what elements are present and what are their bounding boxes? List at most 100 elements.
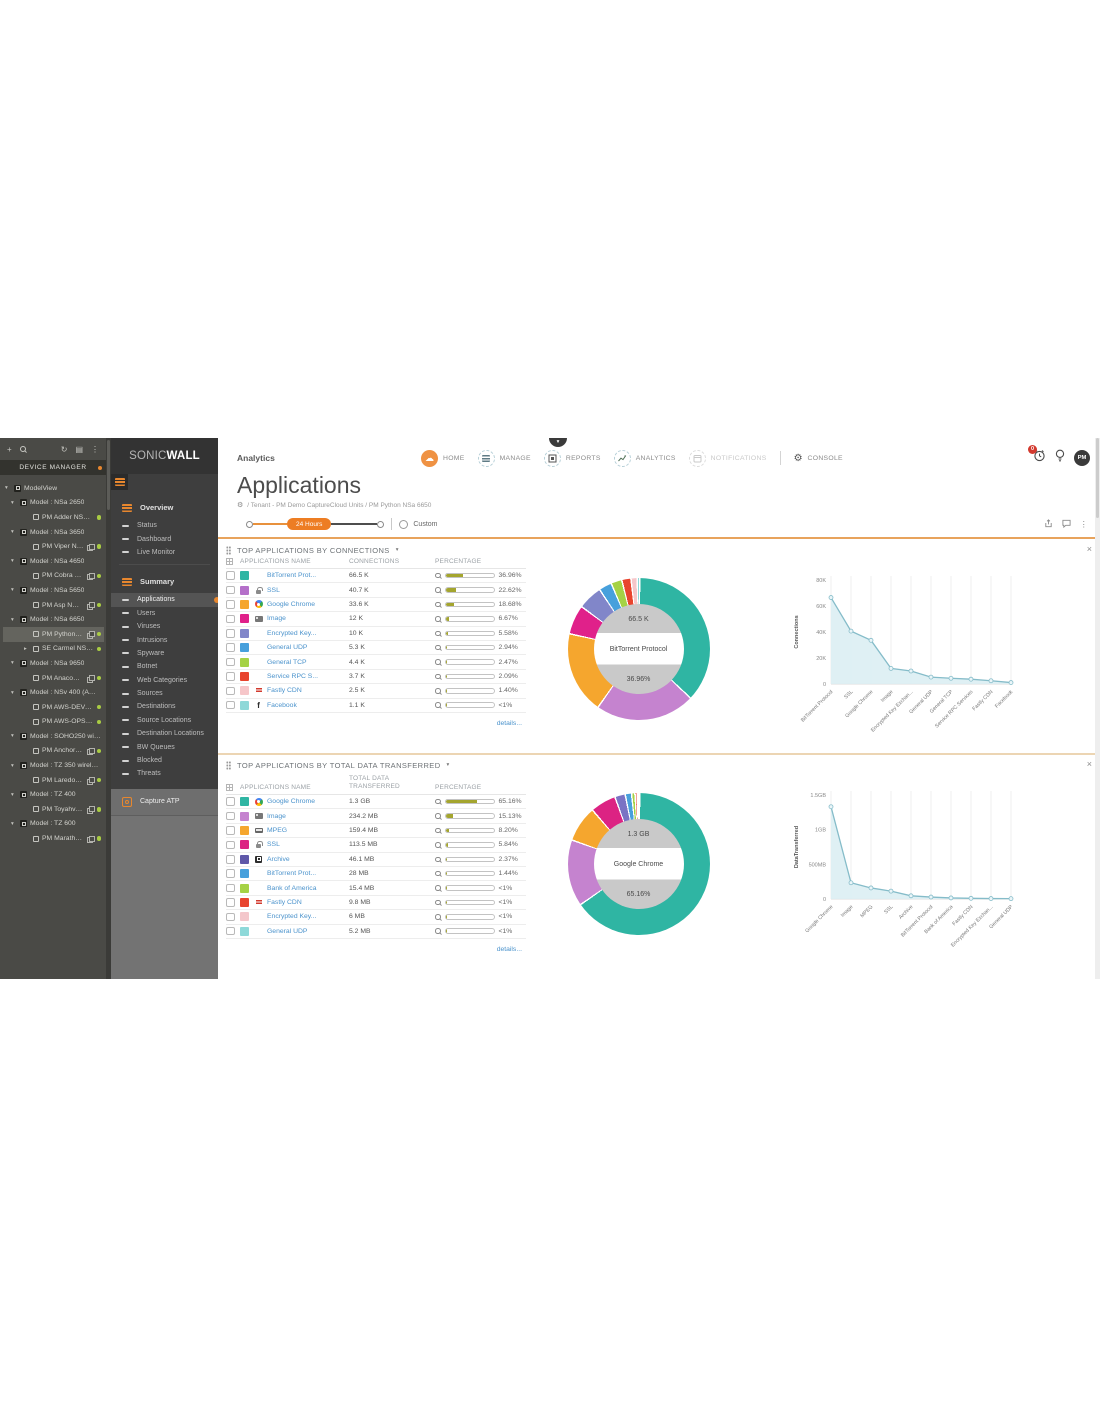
caret-icon[interactable]: ▾ bbox=[11, 762, 14, 769]
tree-model-row[interactable]: ▾ Model : NSv 400 (AWS) bbox=[3, 685, 104, 700]
drag-handle-icon[interactable] bbox=[226, 760, 231, 770]
app-name-link[interactable]: BitTorrent Prot... bbox=[267, 572, 317, 580]
magnifier-icon[interactable] bbox=[435, 616, 441, 622]
tree-device-row[interactable]: PM Anaconda ... bbox=[3, 671, 104, 686]
main-scrollbar[interactable] bbox=[1095, 438, 1100, 979]
tree-device-row[interactable]: PM Anchorage ... bbox=[3, 744, 104, 759]
row-checkbox[interactable] bbox=[226, 614, 235, 624]
app-name-link[interactable]: Bank of America bbox=[267, 884, 317, 892]
nav-item-home[interactable]: ☁ HOME bbox=[421, 449, 465, 467]
user-avatar[interactable]: PM bbox=[1074, 450, 1090, 466]
app-name-link[interactable]: Encrypted Key... bbox=[267, 913, 317, 921]
caret-icon[interactable]: ▾ bbox=[11, 499, 14, 506]
alerts-button[interactable]: 0 bbox=[1028, 445, 1046, 467]
sidebar-item-botnet[interactable]: Botnet bbox=[111, 660, 218, 673]
row-checkbox[interactable] bbox=[226, 672, 235, 681]
app-name-link[interactable]: Service RPC S... bbox=[267, 672, 318, 680]
time-range-pill[interactable]: 24 Hours bbox=[287, 518, 332, 530]
row-checkbox[interactable] bbox=[226, 797, 235, 806]
row-checkbox[interactable] bbox=[226, 571, 235, 580]
data-line-chart[interactable]: DataTransferred 0 500MB 1GB 1.5GB Google Chro… bbox=[751, 773, 1100, 976]
connections-line-chart[interactable]: Connections 0 20K 40K 60K 80K BitTorrent Proto… bbox=[751, 558, 1100, 761]
add-device-icon[interactable]: + bbox=[7, 444, 12, 454]
app-name-link[interactable]: Image bbox=[267, 615, 286, 623]
help-bulb-button[interactable] bbox=[1055, 449, 1065, 467]
caret-icon[interactable]: ▾ bbox=[11, 587, 14, 594]
menu-header-overview[interactable]: Overview bbox=[111, 496, 218, 519]
details-link[interactable]: details... bbox=[496, 945, 522, 953]
table-grid-icon[interactable] bbox=[226, 558, 233, 565]
tree-device-row[interactable]: PM Asp NSa 56... bbox=[3, 598, 104, 613]
collapse-panel-icon[interactable] bbox=[98, 465, 102, 470]
tree-model-row[interactable]: ▾ Model : TZ 400 bbox=[3, 787, 104, 802]
magnifier-icon[interactable] bbox=[435, 587, 441, 593]
magnifier-icon[interactable] bbox=[435, 827, 441, 834]
caret-icon[interactable]: ▾ bbox=[11, 733, 14, 740]
sidebar-item-blocked[interactable]: Blocked bbox=[111, 754, 218, 767]
row-checkbox[interactable] bbox=[226, 600, 235, 609]
app-name-link[interactable]: General UDP bbox=[267, 644, 308, 652]
tree-model-row[interactable]: ▾ Model : NSa 2650 bbox=[3, 496, 104, 511]
tree-model-row[interactable]: ▾ Model : NSa 6650 bbox=[3, 612, 104, 627]
row-checkbox[interactable] bbox=[226, 869, 235, 878]
app-name-link[interactable]: Image bbox=[267, 812, 286, 820]
export-button[interactable] bbox=[1044, 515, 1053, 533]
tree-device-row[interactable]: PM Marathon T... bbox=[3, 831, 104, 846]
tenant-gear-icon[interactable]: ⚙ bbox=[237, 502, 244, 509]
magnifier-icon[interactable] bbox=[435, 885, 441, 891]
caret-icon[interactable]: ▾ bbox=[11, 689, 14, 696]
tree-device-row[interactable]: PM Adder NSa 2650 bbox=[3, 510, 104, 525]
app-name-link[interactable]: Encrypted Key... bbox=[267, 629, 317, 637]
app-name-link[interactable]: SSL bbox=[267, 586, 280, 594]
row-checkbox[interactable] bbox=[226, 898, 235, 907]
sidebar-item-destinations[interactable]: Destinations bbox=[111, 700, 218, 713]
group-view-icon[interactable]: ▤ bbox=[75, 444, 83, 454]
row-checkbox[interactable] bbox=[226, 686, 235, 696]
sidebar-item-threats[interactable]: Threats bbox=[111, 767, 218, 780]
caret-icon[interactable]: ▾ bbox=[5, 485, 8, 492]
row-checkbox[interactable] bbox=[226, 657, 235, 667]
data-donut-chart[interactable]: 1.3 GB Google Chrome 65.16% bbox=[567, 793, 710, 935]
sidebar-item-intrusions[interactable]: Intrusions bbox=[111, 633, 218, 646]
magnifier-icon[interactable] bbox=[435, 899, 441, 906]
magnifier-icon[interactable] bbox=[435, 870, 441, 877]
table-grid-icon[interactable] bbox=[226, 784, 233, 791]
sidebar-item-bw-queues[interactable]: BW Queues bbox=[111, 740, 218, 753]
nav-item-console[interactable]: ⚙ CONSOLE bbox=[794, 453, 843, 464]
caret-icon[interactable]: ▾ bbox=[11, 820, 14, 827]
nav-collapse-tab[interactable]: ▾ bbox=[549, 438, 567, 447]
tree-device-row[interactable]: PM Laredo - TZ... bbox=[3, 773, 104, 788]
magnifier-icon[interactable] bbox=[435, 798, 441, 805]
slider-right-handle[interactable] bbox=[377, 520, 385, 528]
menu-collapse-tab[interactable] bbox=[111, 474, 128, 490]
magnifier-icon[interactable] bbox=[435, 644, 441, 651]
app-name-link[interactable]: SSL bbox=[267, 841, 280, 849]
tree-device-row[interactable]: PM Toyahvale T... bbox=[3, 802, 104, 817]
app-name-link[interactable]: Google Chrome bbox=[267, 798, 315, 806]
caret-icon[interactable]: ▾ bbox=[11, 616, 14, 623]
row-checkbox[interactable] bbox=[226, 912, 235, 922]
page-options-icon[interactable]: ⋮ bbox=[1079, 518, 1089, 529]
magnifier-icon[interactable] bbox=[435, 702, 441, 708]
caret-icon[interactable]: ▾ bbox=[11, 791, 14, 798]
app-name-link[interactable]: Facebook bbox=[267, 701, 297, 709]
magnifier-icon[interactable] bbox=[435, 688, 441, 694]
app-name-link[interactable]: BitTorrent Prot... bbox=[267, 870, 317, 878]
caret-icon[interactable]: ▸ bbox=[24, 645, 27, 652]
sidebar-item-destination-locations[interactable]: Destination Locations bbox=[111, 727, 218, 740]
magnifier-icon[interactable] bbox=[435, 601, 441, 608]
sidebar-item-viruses[interactable]: Viruses bbox=[111, 620, 218, 633]
row-checkbox[interactable] bbox=[226, 883, 235, 893]
sidebar-item-users[interactable]: Users bbox=[111, 607, 218, 620]
nav-item-analytics[interactable]: ANALYTICS bbox=[613, 449, 676, 467]
row-checkbox[interactable] bbox=[226, 700, 235, 710]
magnifier-icon[interactable] bbox=[435, 842, 441, 848]
row-checkbox[interactable] bbox=[226, 826, 235, 835]
nav-item-notifications[interactable]: NOTIFICATIONS bbox=[688, 449, 767, 467]
custom-range-radio[interactable] bbox=[399, 519, 409, 529]
magnifier-icon[interactable] bbox=[435, 813, 441, 819]
sidebar-item-applications[interactable]: Applications bbox=[111, 593, 220, 607]
tree-device-row[interactable]: PM Cobra NSa ... bbox=[3, 569, 104, 584]
feedback-button[interactable] bbox=[1061, 515, 1071, 533]
